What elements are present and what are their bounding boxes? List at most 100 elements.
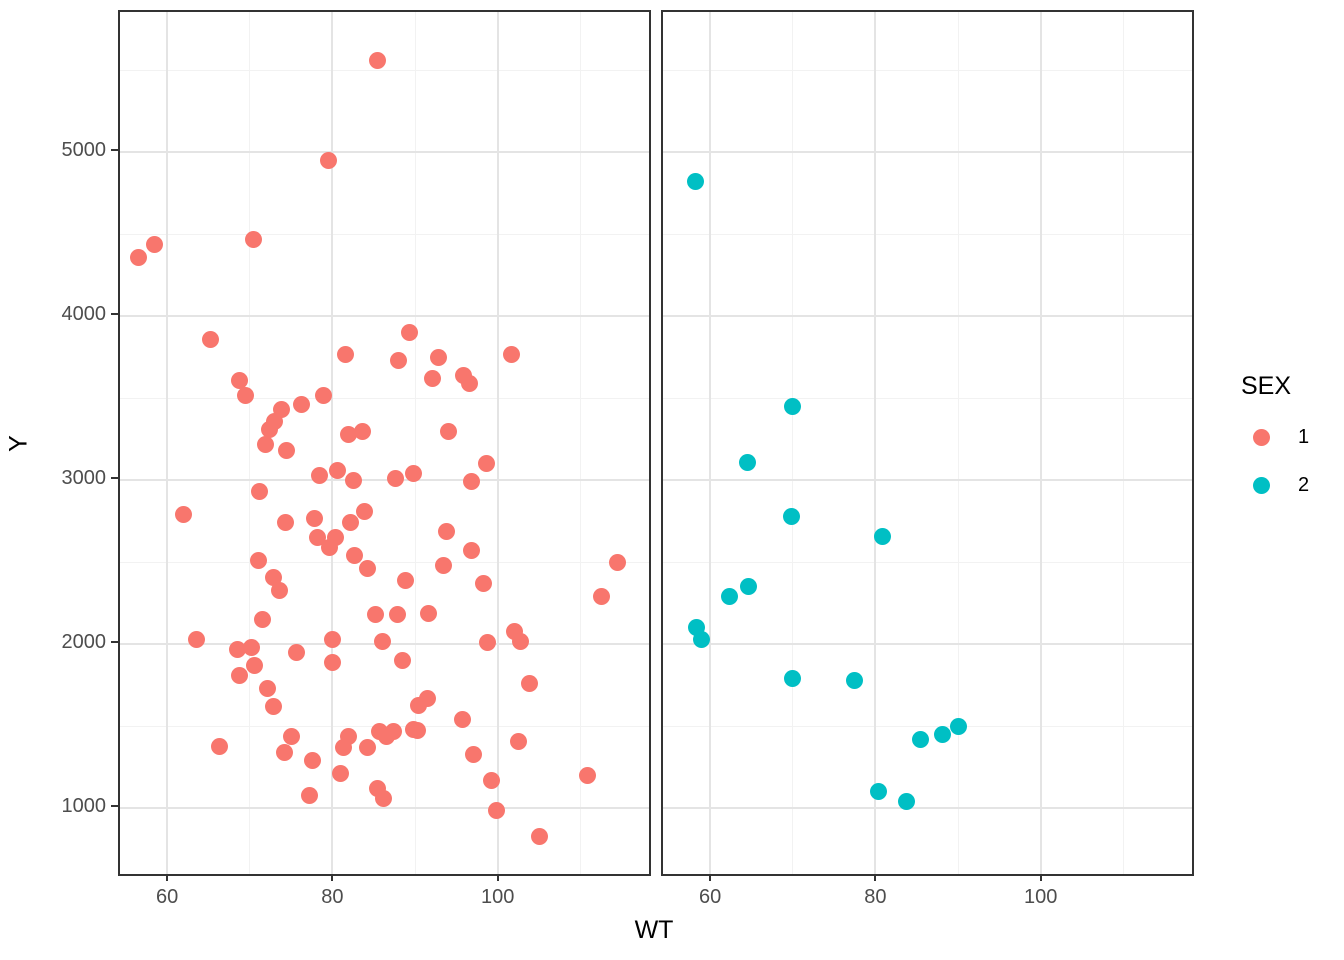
data-point bbox=[846, 671, 864, 689]
data-point bbox=[358, 560, 376, 578]
data-point bbox=[328, 461, 346, 479]
data-point bbox=[277, 442, 295, 460]
data-point bbox=[231, 667, 249, 685]
data-point bbox=[511, 632, 529, 650]
data-point bbox=[261, 420, 279, 438]
data-point bbox=[394, 652, 412, 670]
facet-panel-sex-2 bbox=[661, 10, 1194, 876]
y-tick-label: 1000 bbox=[61, 795, 107, 818]
data-point bbox=[237, 386, 255, 404]
data-point bbox=[332, 765, 350, 783]
data-point bbox=[353, 422, 371, 440]
data-point bbox=[453, 711, 471, 729]
data-point bbox=[228, 640, 246, 658]
gridline-major-y bbox=[663, 151, 1192, 154]
y-tick bbox=[111, 805, 118, 808]
x-tick bbox=[874, 874, 877, 881]
data-point bbox=[175, 506, 193, 524]
gridline-minor-x bbox=[579, 12, 581, 874]
data-point bbox=[933, 726, 951, 744]
data-point bbox=[358, 739, 376, 757]
data-point bbox=[265, 568, 283, 586]
data-point bbox=[693, 630, 711, 648]
data-point bbox=[873, 527, 891, 545]
gridline-major-y bbox=[663, 643, 1192, 646]
data-point bbox=[242, 639, 260, 657]
data-point bbox=[327, 529, 345, 547]
data-point bbox=[250, 552, 268, 570]
data-point bbox=[503, 345, 521, 363]
gridline-major-y bbox=[120, 315, 649, 318]
gridline-major-x bbox=[874, 12, 877, 874]
x-tick bbox=[709, 874, 712, 881]
data-point bbox=[419, 604, 437, 622]
x-tick bbox=[166, 874, 169, 881]
gridline-major-y bbox=[663, 807, 1192, 810]
data-point bbox=[740, 578, 758, 596]
x-tick bbox=[496, 874, 499, 881]
data-point bbox=[465, 745, 483, 763]
gridline-minor-y bbox=[663, 725, 1192, 727]
data-point bbox=[356, 502, 374, 520]
data-point bbox=[389, 606, 407, 624]
x-tick bbox=[1039, 874, 1042, 881]
gridline-major-y bbox=[120, 807, 649, 810]
data-point bbox=[479, 634, 497, 652]
data-point bbox=[385, 722, 403, 740]
data-point bbox=[437, 522, 455, 540]
data-point bbox=[475, 575, 493, 593]
y-tick bbox=[111, 641, 118, 644]
data-point bbox=[254, 611, 272, 629]
gridline-minor-y bbox=[120, 561, 649, 563]
legend-key-dot bbox=[1253, 476, 1270, 494]
data-point bbox=[390, 352, 408, 370]
gridline-minor-x bbox=[957, 12, 959, 874]
gridline-major-y bbox=[120, 479, 649, 482]
data-point bbox=[897, 793, 915, 811]
data-point bbox=[319, 151, 337, 169]
data-point bbox=[265, 698, 283, 716]
gridline-minor-y bbox=[120, 397, 649, 399]
data-point bbox=[310, 466, 328, 484]
legend-item-2: 2 bbox=[1241, 461, 1344, 509]
data-point bbox=[530, 827, 548, 845]
data-point bbox=[686, 173, 704, 191]
data-point bbox=[304, 752, 322, 770]
data-point bbox=[373, 632, 391, 650]
data-point bbox=[579, 767, 597, 785]
data-point bbox=[396, 571, 414, 589]
data-point bbox=[231, 371, 249, 389]
gridline-major-y bbox=[120, 151, 649, 154]
data-point bbox=[509, 732, 527, 750]
data-point bbox=[386, 470, 404, 488]
y-tick-label: 5000 bbox=[61, 139, 107, 162]
x-tick-label: 80 bbox=[321, 886, 344, 908]
gridline-minor-y bbox=[120, 233, 649, 235]
data-point bbox=[129, 248, 147, 266]
data-point bbox=[305, 509, 323, 527]
data-point bbox=[342, 514, 360, 532]
gridline-major-y bbox=[663, 315, 1192, 318]
gridline-major-x bbox=[709, 12, 712, 874]
gridline-minor-x bbox=[1122, 12, 1124, 874]
y-tick-label: 3000 bbox=[61, 467, 107, 490]
x-tick-label: 60 bbox=[698, 886, 722, 908]
data-point bbox=[483, 772, 501, 789]
data-point bbox=[346, 547, 364, 565]
data-point bbox=[461, 375, 479, 393]
data-point bbox=[609, 553, 627, 571]
data-point bbox=[423, 370, 441, 388]
data-point bbox=[276, 514, 294, 532]
data-point bbox=[477, 455, 495, 473]
data-point bbox=[323, 630, 341, 648]
data-point bbox=[911, 730, 929, 748]
data-point bbox=[592, 588, 610, 606]
data-point bbox=[429, 348, 447, 366]
y-tick-label: 2000 bbox=[61, 631, 107, 654]
gridline-minor-x bbox=[249, 12, 251, 874]
data-point bbox=[950, 717, 968, 735]
x-tick-label: 100 bbox=[481, 886, 515, 908]
